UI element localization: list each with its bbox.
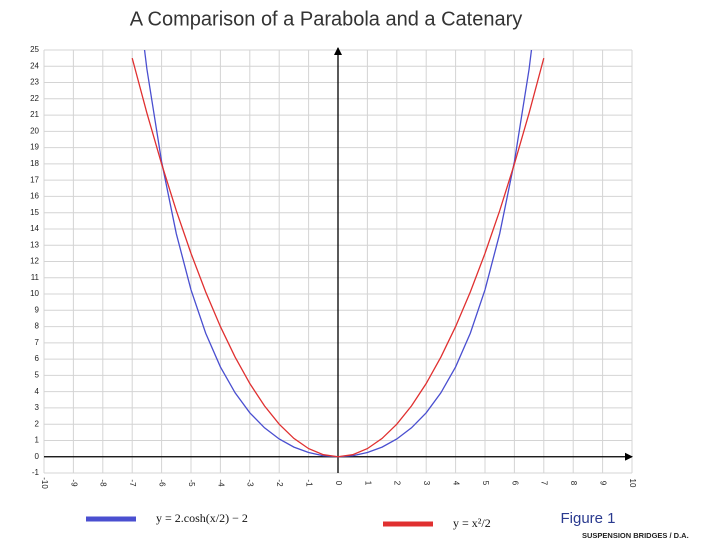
footer-text: SUSPENSION BRIDGES / D.A. xyxy=(582,531,689,540)
y-tick-label: 11 xyxy=(31,273,40,282)
y-tick-label: 7 xyxy=(35,338,40,347)
y-tick-label: 10 xyxy=(30,289,39,298)
y-tick-label: 25 xyxy=(30,45,39,54)
y-tick-label: 17 xyxy=(30,175,39,184)
y-tick-label: 5 xyxy=(35,370,40,379)
x-tick-label: -4 xyxy=(216,479,225,487)
y-tick-label: 8 xyxy=(35,322,40,331)
x-tick-label: -9 xyxy=(69,479,78,487)
x-tick-label: -2 xyxy=(275,479,284,487)
plot-area xyxy=(131,50,545,458)
x-tick-label: 9 xyxy=(598,481,607,486)
x-tick-label: 2 xyxy=(393,481,402,486)
y-tick-label: 13 xyxy=(30,240,39,249)
y-tick-label: 4 xyxy=(35,387,40,396)
y-tick-label: 9 xyxy=(35,305,40,314)
y-tick-label: 22 xyxy=(30,94,39,103)
x-tick-label: 0 xyxy=(334,481,343,486)
x-tick-label: -8 xyxy=(99,479,108,487)
x-tick-label: -5 xyxy=(187,479,196,487)
y-tick-label: 16 xyxy=(30,192,39,201)
y-tick-label: 2 xyxy=(35,419,40,428)
y-tick-label: 12 xyxy=(30,257,39,266)
y-tick-label: 18 xyxy=(30,159,39,168)
x-tick-label: -1 xyxy=(304,479,313,487)
y-tick-label: 0 xyxy=(35,452,40,461)
legend-label: y = 2.cosh(x/2) − 2 xyxy=(156,511,248,525)
x-tick-label: 4 xyxy=(451,481,460,486)
x-tick-label: 1 xyxy=(363,481,372,486)
y-tick-label: 19 xyxy=(30,143,39,152)
y-tick-label: -1 xyxy=(32,468,40,477)
y-tick-label: 14 xyxy=(30,224,39,233)
x-tick-label: -10 xyxy=(40,477,49,489)
curve xyxy=(131,57,545,458)
chart-title: A Comparison of a Parabola and a Catenar… xyxy=(130,8,522,30)
y-tick-label: 23 xyxy=(30,78,39,87)
x-tick-label: -6 xyxy=(157,479,166,487)
x-tick-label: 8 xyxy=(569,481,578,486)
x-tick-label: 3 xyxy=(422,481,431,486)
y-tick-label: 3 xyxy=(35,403,40,412)
x-tick-label: -7 xyxy=(128,479,137,487)
legend-label: y = x²/2 xyxy=(453,516,491,530)
x-tick-label: 7 xyxy=(540,481,549,486)
y-tick-label: 20 xyxy=(30,126,39,135)
x-tick-label: -3 xyxy=(246,479,255,487)
y-tick-label: 24 xyxy=(30,61,39,70)
x-tick-label: 10 xyxy=(628,479,637,488)
y-tick-label: 1 xyxy=(35,436,40,445)
figure-label: Figure 1 xyxy=(560,510,615,527)
x-tick-label: 5 xyxy=(481,481,490,486)
y-tick-label: 15 xyxy=(30,208,39,217)
y-tick-label: 6 xyxy=(35,354,40,363)
x-tick-label: 6 xyxy=(510,481,519,486)
y-tick-label: 21 xyxy=(30,110,39,119)
